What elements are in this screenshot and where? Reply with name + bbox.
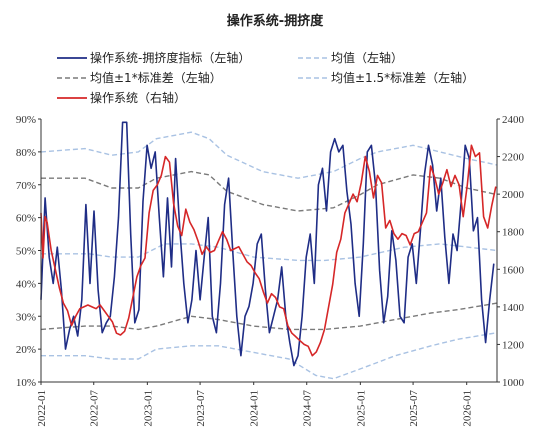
right-tick-label: 1000 <box>502 377 525 389</box>
left-tick-label: 70% <box>16 180 36 192</box>
left-tick-label: 80% <box>16 147 36 159</box>
left-tick-label: 20% <box>16 344 36 356</box>
axes-layer: 10% 20% 30% 40% 50% 60% 70% 80% 90% 1000 1200 1400 1… <box>16 114 525 427</box>
x-tick-label: 2022-07 <box>89 390 101 427</box>
left-tick-label: 30% <box>16 311 36 323</box>
series-line-1 <box>41 243 498 262</box>
chart-title: 操作系统-拥挤度 <box>227 13 324 29</box>
legend-label: 操作系统（右轴） <box>90 90 186 105</box>
legend-item: 操作系统（右轴） <box>57 90 186 105</box>
x-tick-label: 2026-01 <box>462 390 474 427</box>
x-tick-label: 2025-01 <box>355 390 367 427</box>
right-tick-label: 2000 <box>502 189 525 201</box>
x-tick-label: 2023-07 <box>195 390 207 427</box>
x-tick-label: 2022-01 <box>36 390 48 427</box>
legend-item: 均值（左轴） <box>298 50 403 65</box>
series-line-0 <box>40 121 495 367</box>
series-layer <box>40 121 498 380</box>
left-tick-label: 10% <box>16 377 36 389</box>
left-tick-label: 90% <box>16 114 36 126</box>
series-line-4 <box>40 131 498 179</box>
right-tick-label: 1600 <box>502 264 525 276</box>
left-tick-label: 40% <box>16 278 36 290</box>
x-tick-label: 2024-01 <box>249 390 261 427</box>
x-tick-label: 2024-07 <box>302 390 314 427</box>
legend-label: 均值（左轴） <box>331 50 403 65</box>
legend-label: 操作系统-拥挤度指标（左轴） <box>90 50 250 65</box>
series-line-5 <box>41 332 498 380</box>
legend-item: 操作系统-拥挤度指标（左轴） <box>57 50 250 65</box>
x-tick-label: 2025-07 <box>408 390 420 427</box>
legend-item: 均值±1*标准差（左轴） <box>57 70 222 85</box>
left-tick-label: 60% <box>16 213 36 225</box>
legend-label: 均值±1*标准差（左轴） <box>90 70 222 85</box>
legend-item: 均值±1.5*标准差（左轴） <box>298 70 474 85</box>
x-tick-label: 2023-01 <box>142 390 154 427</box>
left-tick-label: 50% <box>16 246 36 258</box>
right-tick-label: 1400 <box>502 302 525 314</box>
chart-legend: 操作系统-拥挤度指标（左轴） 均值（左轴） 均值±1*标准差（左轴） 均值±1.5*标… <box>57 50 474 105</box>
right-tick-label: 2400 <box>502 114 525 126</box>
legend-label: 均值±1.5*标准差（左轴） <box>331 70 474 85</box>
right-tick-label: 1800 <box>502 227 525 239</box>
series-line-6 <box>40 144 497 357</box>
right-tick-label: 2200 <box>502 152 525 164</box>
right-tick-label: 1200 <box>502 339 525 351</box>
